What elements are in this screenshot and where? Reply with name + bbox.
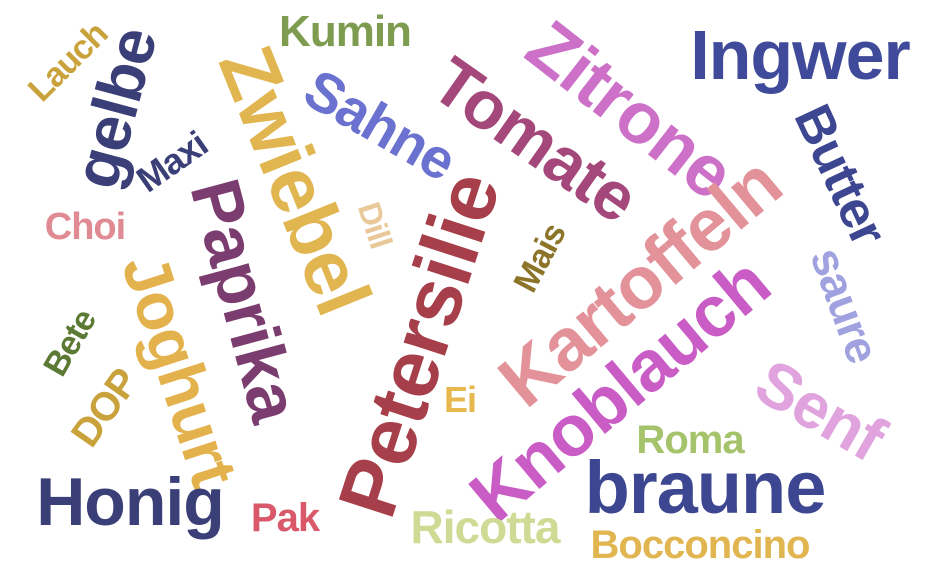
word-bete: Bete [36,303,104,383]
word-mais: Mais [506,217,574,299]
word-ingwer: Ingwer [690,16,911,94]
word-bocconcino: Bocconcino [590,523,811,567]
word-ricotta: Ricotta [410,501,561,553]
word-saure: saure [800,240,890,370]
word-dop: DOP [62,361,148,455]
word-braune: braune [584,446,827,529]
word-ei: Ei [443,379,477,420]
word-pak: Pak [250,496,320,540]
word-roma: Roma [636,418,744,462]
word-butter: Butter [782,96,898,254]
word-honig: Honig [36,464,225,540]
word-choi: Choi [44,206,126,248]
word-kumin: Kumin [279,7,412,56]
